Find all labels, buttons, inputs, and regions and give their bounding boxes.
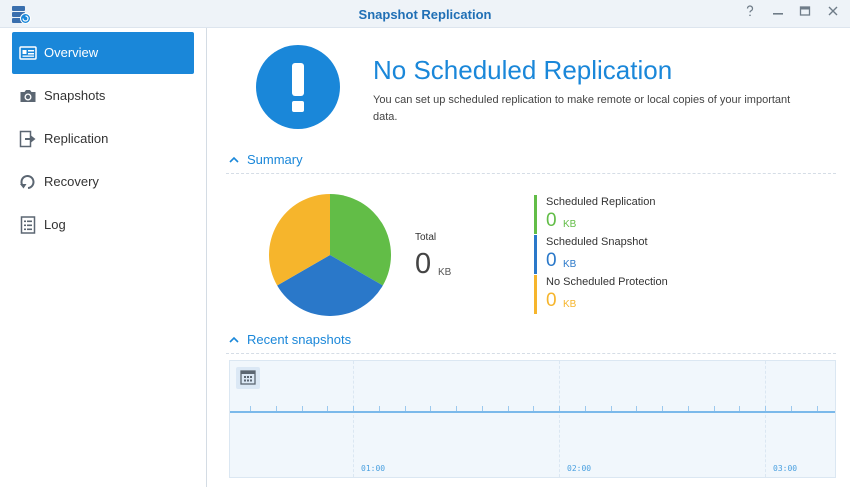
timeline-tick xyxy=(817,406,818,411)
app-icon xyxy=(12,6,31,24)
timeline-tick xyxy=(508,406,509,411)
timeline-gridline xyxy=(353,361,354,477)
sidebar-item-label: Log xyxy=(44,217,66,232)
total-label: Total xyxy=(415,232,437,243)
chevron-up-icon xyxy=(229,156,239,163)
legend-scheduled-snapshot: Scheduled Snapshot 0 KB xyxy=(534,235,784,275)
total-value: 0 xyxy=(415,248,432,280)
timeline-time-label: 01:00 xyxy=(361,464,386,473)
legend-label: Scheduled Replication xyxy=(546,196,656,208)
summary-section-header[interactable]: Summary xyxy=(226,152,836,174)
legend-no-scheduled-protection: No Scheduled Protection 0 KB xyxy=(534,275,784,315)
legend-label: No Scheduled Protection xyxy=(546,276,668,288)
legend-unit: KB xyxy=(563,299,577,310)
calendar-button[interactable] xyxy=(236,367,260,389)
timeline-tick xyxy=(559,406,560,411)
timeline-tick xyxy=(739,406,740,411)
sidebar-item-log[interactable]: Log xyxy=(12,204,194,246)
log-icon xyxy=(20,216,36,234)
exclamation-icon xyxy=(292,63,304,112)
timeline-tick xyxy=(276,406,277,411)
timeline-tick xyxy=(611,406,612,411)
summary-title: Summary xyxy=(247,152,303,167)
close-button[interactable] xyxy=(825,5,841,21)
timeline-gridline xyxy=(765,361,766,477)
legend-value: 0 xyxy=(546,210,557,231)
sidebar-item-label: Recovery xyxy=(44,174,99,189)
sidebar-item-label: Replication xyxy=(44,131,109,146)
minimize-icon xyxy=(773,13,783,15)
legend-label: Scheduled Snapshot xyxy=(546,236,648,248)
overview-icon xyxy=(19,46,37,60)
timeline-tick xyxy=(456,406,457,411)
legend-unit: KB xyxy=(563,219,577,230)
timeline-tick xyxy=(302,406,303,411)
window-title: Snapshot Replication xyxy=(358,7,492,22)
title-bar: Snapshot Replication xyxy=(0,0,850,28)
close-icon xyxy=(828,6,838,16)
sidebar-item-label: Snapshots xyxy=(44,88,106,103)
sidebar-item-recovery[interactable]: Recovery xyxy=(12,161,194,203)
timeline-time-label: 02:00 xyxy=(567,464,592,473)
chevron-up-icon xyxy=(229,336,239,343)
total-unit: KB xyxy=(438,267,452,278)
timeline-time-label: 03:00 xyxy=(773,464,798,473)
timeline-tick xyxy=(353,406,354,411)
help-button[interactable] xyxy=(742,5,758,21)
recent-snapshots-section-header[interactable]: Recent snapshots xyxy=(226,332,836,354)
legend-color-bar xyxy=(534,235,537,274)
summary-pie-chart xyxy=(269,194,391,316)
pie-slice-replication xyxy=(330,194,391,286)
timeline-gridline xyxy=(559,361,560,477)
legend-value: 0 xyxy=(546,250,557,271)
timeline-tick xyxy=(430,406,431,411)
timeline-tick xyxy=(327,406,328,411)
sidebar-item-label: Overview xyxy=(44,45,99,60)
timeline-tick xyxy=(585,406,586,411)
help-icon xyxy=(746,5,754,17)
timeline-tick xyxy=(533,406,534,411)
timeline-tick xyxy=(714,406,715,411)
status-description: You can set up scheduled replication to … xyxy=(373,94,791,123)
sidebar-item-snapshots[interactable]: Snapshots xyxy=(12,75,194,117)
maximize-icon xyxy=(799,6,811,16)
timeline-axis xyxy=(230,411,835,413)
legend-color-bar xyxy=(534,275,537,314)
camera-icon xyxy=(20,90,36,102)
main-content: No Scheduled Replication You can set up … xyxy=(208,28,850,487)
timeline-tick xyxy=(250,406,251,411)
status-headline: No Scheduled Replication xyxy=(373,55,673,85)
legend-unit: KB xyxy=(563,259,577,270)
pie-slice-no-protection xyxy=(269,194,330,286)
legend-color-bar xyxy=(534,195,537,234)
timeline-tick xyxy=(405,406,406,411)
status-circle xyxy=(256,45,340,129)
replication-icon xyxy=(19,130,36,148)
sidebar-item-replication[interactable]: Replication xyxy=(12,118,194,160)
calendar-icon xyxy=(240,370,256,385)
legend-value: 0 xyxy=(546,290,557,311)
timeline-tick xyxy=(482,406,483,411)
sidebar: Overview Snapshots Replication Recover xyxy=(0,28,207,487)
timeline-tick xyxy=(379,406,380,411)
recent-snapshots-title: Recent snapshots xyxy=(247,332,352,347)
timeline-tick xyxy=(765,406,766,411)
maximize-button[interactable] xyxy=(797,5,813,21)
legend-scheduled-replication: Scheduled Replication 0 KB xyxy=(534,195,784,235)
timeline-tick xyxy=(662,406,663,411)
timeline-tick xyxy=(791,406,792,411)
sidebar-item-overview[interactable]: Overview xyxy=(12,32,194,74)
timeline-tick xyxy=(636,406,637,411)
snapshot-timeline[interactable]: 01:00 02:00 03:00 xyxy=(229,360,836,478)
recovery-icon xyxy=(20,175,35,189)
timeline-tick xyxy=(688,406,689,411)
minimize-button[interactable] xyxy=(770,5,786,21)
